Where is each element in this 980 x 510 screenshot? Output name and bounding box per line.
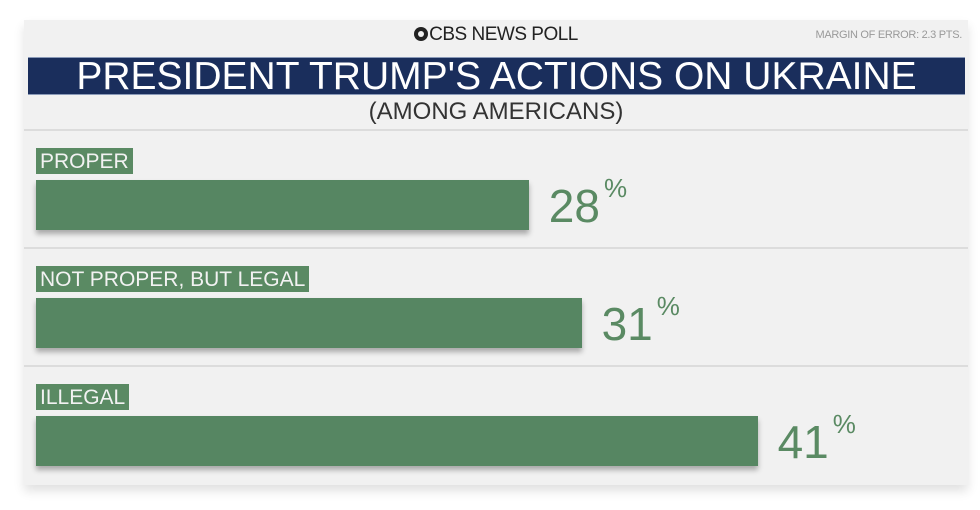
chart-subtitle: (AMONG AMERICANS) [368,98,624,125]
percent-sign: % [603,173,628,203]
bar [36,298,582,348]
value-label: 28% [548,173,627,233]
percent-sign: % [832,409,856,439]
value-label: 31% [601,291,680,351]
title-bar: PRESIDENT TRUMP'S ACTIONS ON UKRAINE [28,55,965,98]
brand: CBS NEWS POLL [24,24,968,46]
brand-text: CBS NEWS POLL [429,24,578,45]
value-number: 41 [777,416,829,468]
category-label: NOT PROPER, BUT LEGAL [36,266,310,292]
margin-of-error: MARGIN OF ERROR: 2.3 PTS. [815,29,962,41]
cbs-eye-logo-icon [414,27,429,41]
category-label: ILLEGAL [36,384,130,410]
chart-title: PRESIDENT TRUMP'S ACTIONS ON UKRAINE [76,55,917,98]
value-number: 28 [548,180,600,232]
bar-row: NOT PROPER, BUT LEGAL 31% [24,247,968,367]
bar [36,180,529,230]
chart-panel: CBS NEWS POLL MARGIN OF ERROR: 2.3 PTS. … [24,20,968,485]
category-label: PROPER [36,148,133,174]
percent-sign: % [656,291,680,321]
bar-row: PROPER 28% [24,129,968,249]
bar [36,416,758,466]
bar-row: ILLEGAL 41% [24,365,968,485]
value-label: 41% [777,409,856,469]
value-number: 31 [601,298,653,350]
